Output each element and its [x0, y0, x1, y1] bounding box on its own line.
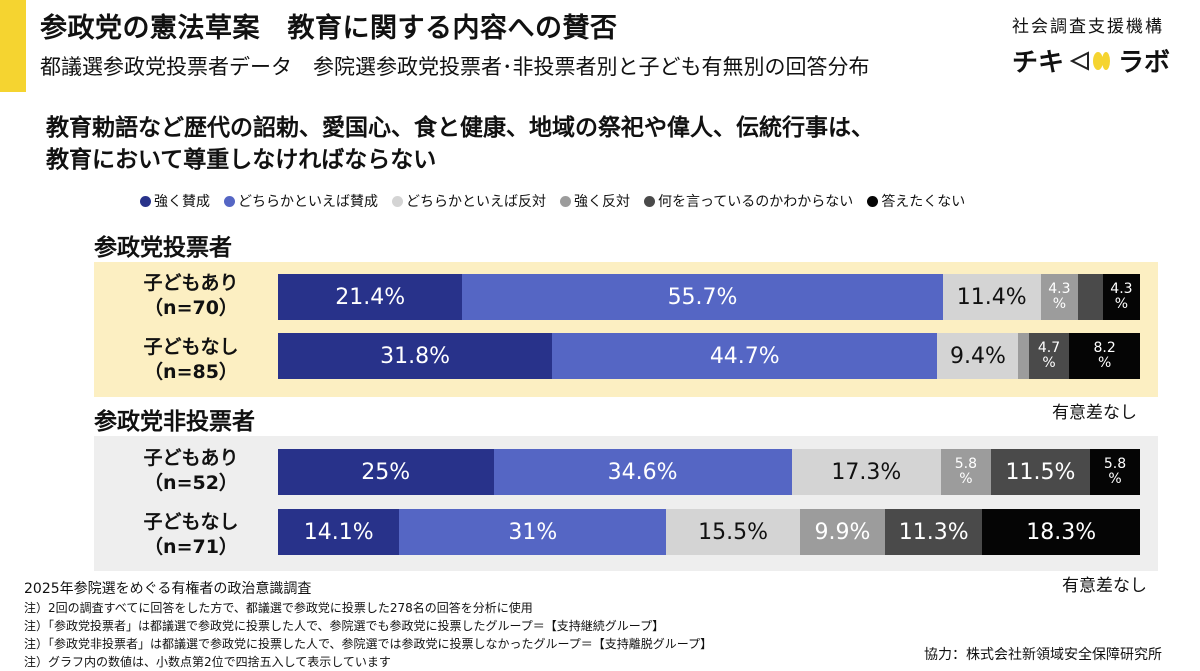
bar-segment: 15.5% — [666, 509, 800, 555]
legend-label: 強く賛成 — [154, 194, 210, 210]
bar-segment: 25% — [278, 449, 494, 495]
bar-segment: 14.1% — [278, 509, 400, 555]
row-label-line2: （n=71） — [144, 536, 238, 558]
row-label-line1: 子どもあり — [143, 272, 239, 294]
question-line-1: 教育勅語など歴代の詔勅、愛国心、食と健康、地域の祭祀や偉人、伝統行事は、 — [46, 115, 874, 141]
footer-note: 注）2回の調査すべてに回答をした方で、都議選で参政党に投票した278名の回答を分… — [24, 601, 533, 615]
footer-note: 注）グラフ内の数値は、小数点第2位で四捨五入して表示しています — [24, 655, 391, 669]
stacked-bar: 21.4% 55.7% 11.4% 4.3 % 4.3 % — [278, 274, 1140, 320]
bar-segment: 44.7% — [552, 333, 938, 379]
bar-segment: 17.3% — [791, 449, 941, 495]
legend-dot-icon — [140, 195, 151, 207]
row-label: 子どもあり （n=70） — [116, 271, 266, 321]
accent-bar — [0, 0, 26, 92]
chart-legend: 強く賛成 どちらかといえば賛成 どちらかといえば反対 強く反対 何を言っているのかわから… — [140, 191, 965, 211]
legend-item: どちらかといえば賛成 — [224, 191, 378, 211]
group-title-voters: 参政党投票者 — [94, 235, 232, 261]
logo-name-right: ラボ — [1118, 48, 1171, 78]
legend-label: 答えたくない — [881, 194, 966, 210]
bar-segment: 31.8% — [278, 333, 553, 379]
stacked-bar: 14.1% 31% 15.5% 9.9% 11.3% 18.3% — [278, 509, 1140, 555]
bar-segment: 4.7 % — [1028, 333, 1070, 379]
legend-dot-icon — [224, 195, 235, 207]
question-text: 教育勅語など歴代の詔勅、愛国心、食と健康、地域の祭祀や偉人、伝統行事は、 教育に… — [46, 112, 874, 176]
significance-note: 有意差なし — [1052, 403, 1137, 423]
bar-segment: 9.4% — [937, 333, 1019, 379]
row-label: 子どもあり （n=52） — [116, 446, 266, 496]
row-label-line1: 子どもなし — [143, 336, 239, 358]
legend-label: どちらかといえば賛成 — [238, 194, 378, 210]
row-label-line2: （n=52） — [144, 472, 238, 494]
stacked-bar: 25% 34.6% 17.3% 5.8 % 11.5% 5.8 % — [278, 449, 1140, 495]
bar-segment: 18.3% — [982, 509, 1140, 555]
bar-segment: 34.6% — [493, 449, 792, 495]
legend-item: 答えたくない — [867, 191, 965, 211]
bar-segment: 8.2 % — [1069, 333, 1140, 379]
legend-label: どちらかといえば反対 — [406, 194, 546, 210]
row-label-line2: （n=85） — [144, 361, 238, 383]
group-title-nonvoters: 参政党非投票者 — [94, 409, 255, 435]
bar-segment: 5.8 % — [1089, 449, 1140, 495]
footer-note: 注）「参政党投票者」は都議選で参政党に投票した人で、参院選でも参政党に投票したグ… — [24, 619, 665, 633]
logo: チキ ラボ — [1012, 42, 1170, 79]
page-title: 参政党の憲法草案 教育に関する内容への賛否 — [40, 13, 618, 44]
footer-survey-name: 2025年参院選をめぐる有権者の政治意識調査 — [24, 581, 312, 597]
bar-segment: 11.5% — [990, 449, 1090, 495]
megaphone-icon — [1070, 50, 1111, 71]
legend-item: 強く反対 — [560, 191, 630, 211]
legend-dot-icon — [560, 195, 571, 207]
bar-segment: 4.3 % — [1102, 274, 1140, 320]
row-label: 子どもなし （n=71） — [116, 510, 266, 560]
logo-name-left: チキ — [1012, 48, 1065, 78]
bar-segment — [1018, 333, 1029, 379]
bar-segment: 31% — [399, 509, 667, 555]
legend-label: 何を言っているのかわからない — [658, 194, 854, 210]
bar-segment: 11.3% — [885, 509, 983, 555]
row-label-line1: 子どもあり — [143, 447, 239, 469]
bar-segment — [1077, 274, 1103, 320]
bar-segment: 55.7% — [462, 274, 943, 320]
logo-org: 社会調査支援機構 — [1012, 17, 1164, 37]
legend-dot-icon — [867, 195, 879, 207]
legend-item: 何を言っているのかわからない — [644, 191, 853, 211]
bar-segment: 5.8 % — [940, 449, 991, 495]
legend-item: 強く賛成 — [140, 191, 210, 211]
bar-segment: 4.3 % — [1040, 274, 1078, 320]
bar-segment: 9.9% — [799, 509, 886, 555]
credit: 協力：株式会社新領域安全保障研究所 — [924, 647, 1162, 663]
row-label: 子どもなし （n=85） — [116, 335, 266, 385]
legend-dot-icon — [392, 195, 403, 207]
legend-label: 強く反対 — [574, 194, 630, 210]
legend-dot-icon — [644, 195, 655, 207]
footer-note: 注）「参政党非投票者」は都議選で参政党に投票した人で、参院選では参政党に投票しな… — [24, 637, 713, 651]
bar-segment: 21.4% — [278, 274, 463, 320]
legend-item: どちらかといえば反対 — [392, 191, 546, 211]
row-label-line1: 子どもなし — [143, 511, 239, 533]
significance-note: 有意差なし — [1062, 576, 1147, 596]
bar-segment: 11.4% — [942, 274, 1041, 320]
page-subtitle: 都議選参政党投票者データ 参院選参政党投票者･非投票者別と子ども有無別の回答分布 — [40, 55, 870, 79]
row-label-line2: （n=70） — [144, 297, 238, 319]
question-line-2: 教育において尊重しなければならない — [46, 147, 437, 173]
stacked-bar: 31.8% 44.7% 9.4% 4.7 % 8.2 % — [278, 333, 1140, 379]
